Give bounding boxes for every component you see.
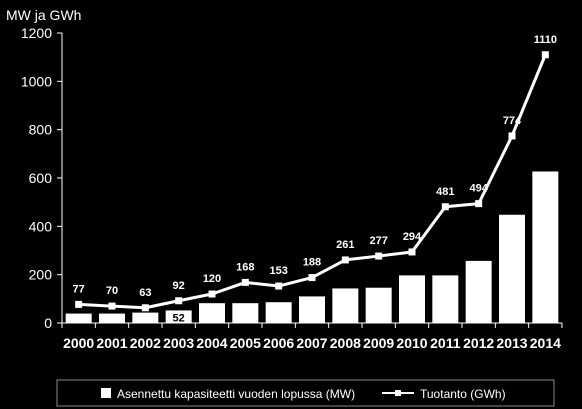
bar <box>399 275 425 323</box>
bar <box>299 296 325 323</box>
production-point <box>375 252 383 260</box>
production-data-label: 63 <box>139 287 151 299</box>
y-axis-unit-label: MW ja GWh <box>6 7 81 23</box>
production-point <box>175 297 183 305</box>
production-point <box>75 300 83 308</box>
x-tick-label: 2002 <box>130 335 161 351</box>
production-point <box>141 304 149 312</box>
x-tick-label: 2009 <box>363 335 394 351</box>
y-tick-label: 0 <box>44 315 52 331</box>
bar <box>65 313 92 323</box>
bar <box>332 288 359 323</box>
x-tick-label: 2007 <box>296 335 327 351</box>
production-data-label: 70 <box>106 285 118 297</box>
x-tick-label: 2000 <box>63 335 94 351</box>
production-data-label: 774 <box>503 115 522 127</box>
production-data-label: 494 <box>469 183 488 195</box>
production-point <box>408 248 416 256</box>
bar <box>99 313 125 323</box>
production-data-label: 294 <box>403 231 422 243</box>
production-point <box>208 290 216 298</box>
x-tick-label: 2013 <box>496 335 527 351</box>
bar <box>499 214 525 323</box>
x-tick-label: 2011 <box>430 335 461 351</box>
x-tick-label: 2014 <box>530 335 561 351</box>
production-point <box>241 278 249 286</box>
bar <box>232 303 259 323</box>
bar <box>432 275 459 323</box>
x-tick-label: 2012 <box>463 335 494 351</box>
x-tick-label: 2005 <box>230 335 261 351</box>
bar-data-label: 52 <box>173 312 185 324</box>
bar <box>265 302 292 323</box>
production-data-label: 481 <box>436 186 454 198</box>
y-tick-label: 400 <box>29 218 53 234</box>
production-point <box>341 256 349 264</box>
legend-swatch-marker <box>395 390 401 396</box>
production-data-label: 120 <box>203 273 221 285</box>
production-data-label: 153 <box>269 265 287 277</box>
legend-box <box>56 379 555 407</box>
production-data-label: 277 <box>369 235 387 247</box>
production-point <box>475 200 483 208</box>
production-data-label: 77 <box>73 283 85 295</box>
production-data-label: 261 <box>336 239 354 251</box>
legend: Asennettu kapasiteetti vuoden lopussa (M… <box>56 379 555 407</box>
x-tick-label: 2008 <box>330 335 361 351</box>
y-tick-label: 600 <box>29 170 53 186</box>
x-tick-label: 2001 <box>96 335 127 351</box>
production-point <box>108 302 116 310</box>
production-data-label: 92 <box>173 280 185 292</box>
x-tick-label: 2003 <box>163 335 194 351</box>
legend-label-capacity: Asennettu kapasiteetti vuoden lopussa (M… <box>117 387 355 401</box>
y-tick-label: 800 <box>29 122 53 138</box>
production-point <box>275 282 283 290</box>
production-data-label: 168 <box>236 261 254 273</box>
bar <box>199 303 225 323</box>
bar <box>165 310 192 323</box>
production-point <box>508 132 516 140</box>
x-tick-label: 2006 <box>263 335 294 351</box>
production-data-label: 188 <box>303 257 321 269</box>
y-tick-label: 200 <box>29 267 53 283</box>
bar <box>132 312 159 323</box>
production-point <box>541 51 549 59</box>
bar <box>365 287 392 323</box>
y-tick-label: 1200 <box>21 25 52 41</box>
y-tick-label: 1000 <box>21 73 52 89</box>
legend-label-production: Tuotanto (GWh) <box>420 387 506 401</box>
production-point <box>441 203 449 211</box>
bar <box>465 260 492 323</box>
production-point <box>308 274 316 282</box>
x-tick-label: 2010 <box>396 335 427 351</box>
production-data-label: 1110 <box>534 34 557 46</box>
x-tick-label: 2004 <box>196 335 227 351</box>
bar <box>532 171 559 323</box>
legend-swatch-bar <box>101 388 111 398</box>
